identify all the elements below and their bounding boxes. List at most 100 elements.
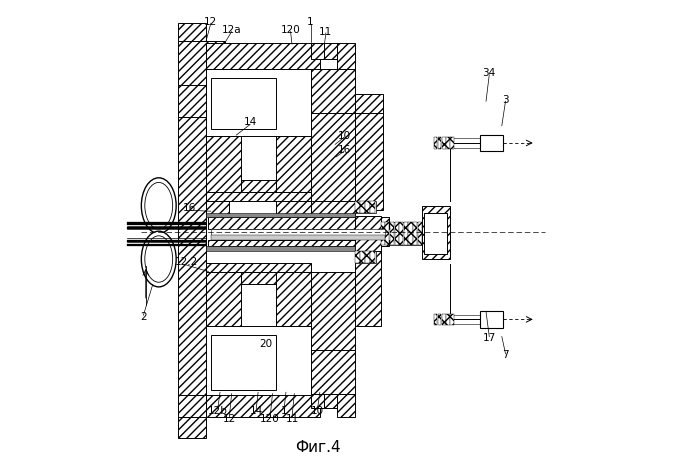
Bar <box>206 326 311 395</box>
Bar <box>381 222 422 245</box>
Bar <box>418 222 422 245</box>
Bar <box>409 222 413 245</box>
Bar <box>276 201 311 215</box>
Bar <box>355 201 360 212</box>
Bar <box>360 201 365 212</box>
Bar <box>311 394 323 408</box>
Bar <box>433 314 438 325</box>
Bar <box>385 222 389 245</box>
Text: 3: 3 <box>502 95 509 105</box>
Bar <box>433 137 438 149</box>
Bar <box>206 43 320 69</box>
Bar <box>241 180 276 192</box>
Bar <box>446 314 450 325</box>
Bar <box>206 212 355 217</box>
Bar <box>206 69 311 136</box>
Text: 1: 1 <box>281 406 288 416</box>
Bar <box>370 251 375 263</box>
Text: 11: 11 <box>319 27 332 36</box>
Bar <box>323 43 337 59</box>
Bar <box>178 23 206 41</box>
Bar <box>450 314 454 325</box>
Bar <box>311 113 355 201</box>
Bar <box>446 137 450 149</box>
Bar <box>355 251 360 263</box>
Bar <box>211 229 385 235</box>
Text: 120: 120 <box>260 414 280 424</box>
Bar <box>370 201 375 212</box>
Bar <box>365 251 370 263</box>
Text: 10: 10 <box>337 131 351 141</box>
Bar <box>127 227 206 229</box>
Bar <box>311 201 355 215</box>
Bar <box>404 222 408 245</box>
Bar <box>365 201 370 212</box>
Bar <box>178 116 206 395</box>
Bar <box>442 137 446 149</box>
Text: 34: 34 <box>482 68 496 78</box>
Bar <box>127 244 206 246</box>
Bar <box>355 251 376 263</box>
Bar <box>127 222 206 225</box>
Text: 10: 10 <box>311 406 324 416</box>
Bar <box>413 222 417 245</box>
Bar <box>206 201 230 215</box>
Bar <box>480 311 503 328</box>
Text: 12b: 12b <box>208 406 228 416</box>
Ellipse shape <box>141 231 176 287</box>
Bar <box>399 222 403 245</box>
Bar <box>450 137 454 149</box>
Bar <box>360 251 365 263</box>
Bar <box>211 335 276 390</box>
Bar <box>127 240 206 242</box>
Text: 12: 12 <box>204 17 218 27</box>
Bar <box>206 263 311 272</box>
Bar <box>276 136 311 192</box>
Text: 2: 2 <box>140 312 147 322</box>
Bar <box>178 417 206 438</box>
Bar <box>206 192 311 201</box>
Bar <box>311 43 323 59</box>
Bar <box>355 216 381 251</box>
Bar <box>438 137 442 149</box>
Bar <box>276 272 311 326</box>
Bar <box>209 240 389 247</box>
Bar <box>178 85 206 187</box>
Bar <box>355 251 381 326</box>
Text: 12: 12 <box>223 414 236 424</box>
Bar <box>206 136 241 192</box>
Bar <box>355 94 383 113</box>
Ellipse shape <box>145 183 173 229</box>
Bar <box>323 394 337 408</box>
Bar <box>311 69 355 113</box>
Bar <box>211 78 276 129</box>
Ellipse shape <box>145 236 173 282</box>
Bar <box>395 222 399 245</box>
Text: 120: 120 <box>281 25 300 35</box>
Text: 11: 11 <box>286 414 299 424</box>
Bar <box>337 43 355 69</box>
Text: 12.2: 12.2 <box>175 257 198 267</box>
Bar <box>390 222 394 245</box>
Text: 1: 1 <box>307 17 314 27</box>
Bar <box>209 217 389 229</box>
Bar <box>311 272 355 351</box>
Bar <box>311 351 355 395</box>
Bar <box>211 235 385 240</box>
Text: 17: 17 <box>482 333 496 343</box>
Text: 14: 14 <box>244 117 257 127</box>
Bar <box>355 113 383 210</box>
Text: 16: 16 <box>183 203 197 213</box>
Bar <box>381 222 385 245</box>
Bar <box>480 134 503 151</box>
Bar <box>337 394 355 417</box>
Text: 7: 7 <box>502 350 509 360</box>
Bar <box>424 212 447 255</box>
Text: 12а: 12а <box>222 25 242 35</box>
Bar <box>206 272 241 326</box>
Text: 16: 16 <box>337 145 351 155</box>
Bar <box>241 272 276 283</box>
Ellipse shape <box>141 178 176 234</box>
Bar <box>355 201 376 212</box>
Text: 14: 14 <box>250 406 263 416</box>
